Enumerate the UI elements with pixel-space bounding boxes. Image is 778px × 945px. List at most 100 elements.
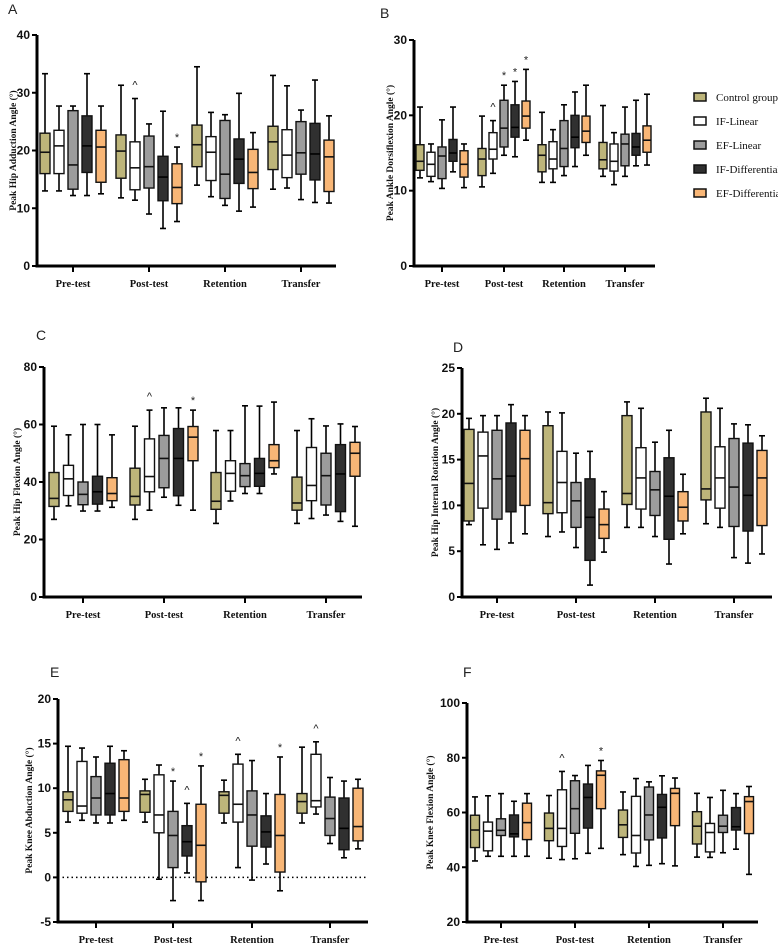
panel-letter: F — [463, 664, 472, 680]
iqr-box — [556, 789, 568, 848]
iqr-box — [232, 763, 244, 823]
box-control-group — [129, 425, 141, 521]
box-ef-differential — [459, 143, 469, 189]
box-control-group — [415, 106, 425, 179]
x-category-label: Retention — [633, 610, 677, 621]
box-ef-differential — [669, 777, 681, 867]
iqr-box — [584, 478, 596, 562]
y-tick-label: 10 — [442, 498, 456, 512]
box-if-linear — [482, 795, 494, 858]
iqr-box — [559, 119, 569, 168]
iqr-box — [537, 144, 547, 173]
box-if-linear — [488, 119, 498, 175]
iqr-box — [115, 134, 127, 179]
y-tick-label: 80 — [24, 360, 38, 374]
box-ef-differential — [642, 93, 652, 166]
box-if-linear — [232, 753, 244, 869]
y-tick-label: 0 — [23, 259, 30, 273]
significance-asterisk: * — [199, 751, 204, 763]
box-if-linear — [281, 85, 293, 189]
iqr-box — [352, 787, 364, 842]
iqr-box — [569, 780, 581, 835]
box-if-linear — [477, 414, 489, 546]
iqr-box — [677, 490, 689, 522]
box-if-differential — [570, 91, 580, 168]
box-if-differential — [172, 407, 185, 507]
box-ef-linear — [239, 405, 251, 495]
y-tick-label: 20 — [442, 407, 456, 421]
box-ef-differential — [519, 414, 531, 535]
iqr-box — [291, 476, 303, 511]
x-category-label: Transfer — [606, 279, 645, 290]
y-tick-label: 15 — [442, 453, 456, 467]
box-if-linear — [224, 429, 237, 502]
y-axis-label: Peak Ankle Dorsiflexion Angle (°) — [385, 85, 396, 221]
x-category-label: Post-test — [556, 935, 595, 945]
iqr-box — [129, 467, 141, 506]
iqr-box — [488, 131, 498, 160]
box-ef-differential — [581, 84, 591, 157]
iqr-box — [53, 129, 65, 175]
box-if-differential — [309, 79, 321, 204]
box-ef-differential — [274, 756, 286, 892]
box-if-linear — [556, 770, 568, 861]
box-ef-linear — [143, 123, 155, 215]
box-ef-differential — [247, 131, 259, 208]
iqr-box — [491, 429, 503, 520]
box-control-group — [537, 111, 547, 184]
iqr-box — [158, 434, 170, 489]
box-if-differential — [508, 800, 520, 858]
box-control-group — [543, 794, 555, 860]
iqr-box — [510, 104, 520, 138]
box-ef-differential — [352, 778, 364, 850]
box-if-linear — [704, 796, 716, 859]
box-if-differential — [181, 802, 193, 874]
box-if-differential — [91, 423, 104, 512]
y-tick-label: 60 — [447, 806, 461, 820]
box-control-group — [291, 429, 303, 525]
y-tick-label: 40 — [447, 860, 461, 874]
y-tick-label: 40 — [24, 475, 38, 489]
iqr-box — [106, 476, 118, 502]
panel-letter: D — [453, 339, 463, 355]
x-category-label: Transfer — [282, 279, 321, 290]
iqr-box — [543, 812, 555, 842]
iqr-box — [48, 471, 60, 508]
box-control-group — [139, 778, 151, 823]
panel-letter: B — [380, 5, 389, 21]
box-ef-linear — [620, 106, 630, 178]
box-if-differential — [510, 80, 520, 158]
significance-asterisk: * — [175, 132, 180, 144]
iqr-box — [218, 791, 230, 814]
box-ef-differential — [187, 409, 199, 511]
iqr-box — [104, 762, 116, 816]
iqr-box — [210, 471, 222, 511]
legend-swatch — [693, 140, 707, 150]
x-category-label: Pre-test — [56, 279, 91, 290]
box-ef-differential — [118, 749, 130, 822]
y-tick-label: 5 — [44, 826, 51, 840]
iqr-box — [76, 760, 88, 814]
box-ef-differential — [743, 785, 755, 876]
box-if-linear — [630, 777, 642, 868]
panel-b: B 0 10 20 30 Peak Ankle Dorsiflexion Angle (°… — [380, 5, 655, 290]
iqr-box — [296, 792, 308, 814]
box-if-differential — [663, 429, 675, 565]
legend-entry: IF-Linear — [716, 116, 758, 128]
iqr-box — [598, 141, 608, 170]
x-category-label: Retention — [203, 279, 247, 290]
box-ef-linear — [643, 781, 655, 867]
box-control-group — [598, 104, 608, 178]
panel-f: F 20 40 60 80 100 Peak Knee Flexion Angle (°) P… — [425, 664, 758, 945]
panel-letter: C — [36, 327, 46, 343]
y-tick-label: 40 — [17, 28, 31, 42]
y-tick-label: 10 — [17, 201, 31, 215]
iqr-box — [463, 428, 475, 522]
iqr-box — [153, 774, 165, 834]
iqr-box — [756, 449, 768, 527]
significance-caret: ^ — [147, 391, 153, 403]
x-category-label: Pre-test — [425, 279, 460, 290]
iqr-box — [669, 787, 681, 827]
x-category-label: Pre-test — [66, 610, 101, 621]
